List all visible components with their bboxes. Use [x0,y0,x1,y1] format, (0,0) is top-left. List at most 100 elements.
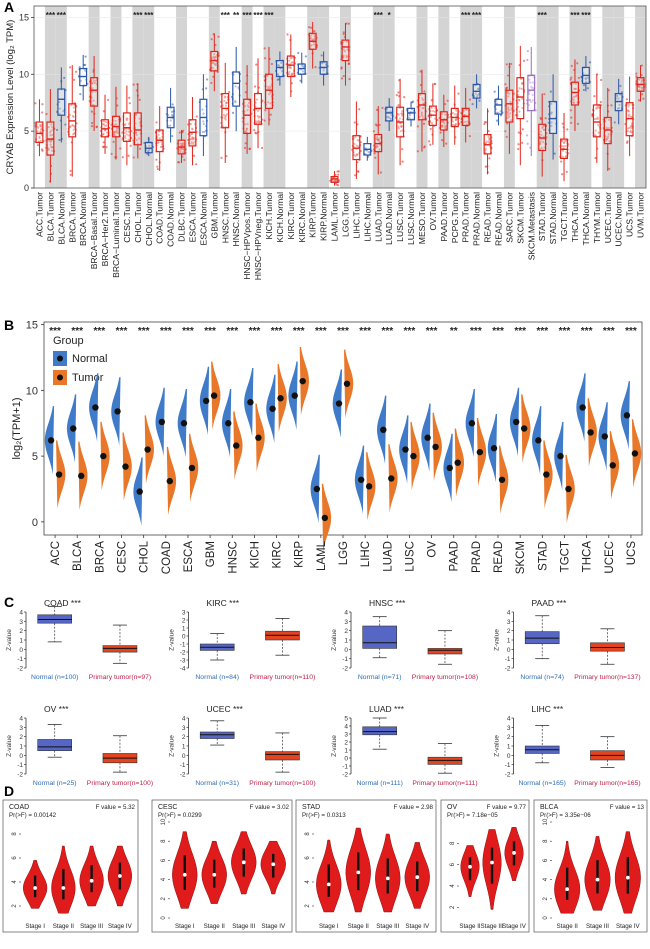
b-x-label-PAAD: PAAD [449,541,461,571]
point-BRCA.Tumor [72,115,75,119]
c-ylabel-6: Z-value [331,735,338,757]
mean-tumor-BLCA [78,472,85,480]
point-BRCA.Tumor [72,128,75,132]
point-SARC.Tumor [506,92,509,95]
point-READ.Tumor [487,135,490,139]
point-STAD.Tumor [539,130,542,133]
point-KIRC.Normal [304,55,307,58]
point-BRCA−Her2.Tumor [106,131,109,134]
point-BRCA−Basal.Tumor [95,125,98,129]
box-READ.Normal [494,98,503,115]
point-PRAD.Normal [471,102,474,106]
point-KICH.Tumor [270,62,273,66]
b-x-label-LAML: LAML [316,540,328,571]
b-significance-LGG: *** [337,326,349,337]
point-CESC.Tumor [127,122,130,125]
point-UCEC.Normal [620,91,624,94]
point-KIRC.Normal [297,51,300,55]
c-group-label-4-1: Primary tumor(n=100) [87,780,153,787]
point-CESC.Tumor [121,156,124,159]
point-HNSC.Tumor [224,104,228,107]
point-COAD.Tumor [160,140,163,143]
b-significance-ACC: *** [49,326,61,337]
point-LIHC.Tumor [353,121,356,124]
point-UCS.Tumor [625,141,629,144]
point-BRCA−Luminal.Tumor [113,124,116,127]
point-SKCM.Tumor [518,99,521,102]
panel-b-ylabel: log₂(TPM+1) [11,397,23,459]
point-KIRC.Tumor [289,57,292,60]
point-SKCM.Tumor [521,141,524,144]
point-BRCA−Luminal.Tumor [119,147,122,150]
point-BRCA−Basal.Tumor [93,81,96,84]
point-LGG.Tumor [342,48,345,51]
point-PAAD.Tumor [440,125,444,128]
point-PRAD.Normal [474,92,477,95]
box-SKCM.Tumor [516,77,525,120]
c-y-tick-label-7--1: -1 [505,762,511,769]
x-label-DLBC.Tumor: DLBC.Tumor [177,192,187,242]
x-label-UCEC.Tumor: UCEC.Tumor [603,192,613,243]
band-KICH.Normal [274,6,286,188]
point-CESC.Tumor [125,130,128,133]
point-TGCT.Tumor [563,144,567,148]
point-CESC.Tumor [123,135,127,138]
point-STAD.Tumor [543,128,546,132]
point-SARC.Tumor [506,116,509,120]
mean-tumor-UCEC [609,462,616,469]
point-PCPG.Tumor [454,118,457,122]
d-pvalue-0: Pr(>F) = 0.00142 [9,812,57,819]
point-ACC.Tumor [36,143,40,147]
point-HNSC−HPVneg.Tumor [260,146,264,150]
point-SKCM.Metastasis [526,120,529,123]
point-DLBC.Tumor [178,131,181,134]
point-BRCA−Basal.Tumor [94,90,97,93]
mean-tumor-BRCA [100,452,107,460]
c-y-tick-label-4-1: 1 [19,744,23,751]
point-HNSC−HPVpos.Tumor [247,105,250,109]
point-DLBC.Tumor [179,149,182,152]
x-label-BLCA.Normal: BLCA.Normal [56,192,66,245]
point-BRCA.Tumor [72,106,75,109]
point-KIRP.Normal [320,54,323,57]
point-THYM.Tumor [596,105,599,108]
b-significance-TGCT: *** [559,326,571,337]
point-UCEC.Normal [617,106,621,110]
b-significance-KIRP: *** [293,326,305,337]
point-MESO.Tumor [421,107,424,110]
c-group-label-4-0: Normal (n=25) [33,780,77,787]
point-READ.Normal [495,99,498,102]
point-ESCA.Tumor [195,163,198,166]
point-HNSC.Tumor [223,99,226,103]
point-UVM.Tumor [637,84,640,87]
point-THCA.Normal [588,61,592,64]
box-SKCM.Metastasis [527,74,536,112]
x-label-KIRC.Tumor: KIRC.Tumor [286,192,296,240]
point-SARC.Tumor [509,100,512,104]
point-KICH.Normal [280,61,283,64]
point-BRCA−Her2.Tumor [102,110,105,113]
c-y-tick-label-5-3: 3 [182,725,186,732]
d-title-0: COAD [9,804,29,811]
point-SARC.Tumor [505,86,509,89]
x-label-BRCA−Luminal.Tumor: BRCA−Luminal.Tumor [111,192,121,278]
point-UCS.Tumor [629,129,632,133]
point-ACC.Tumor [41,111,44,114]
point-BRCA.Tumor [69,169,72,173]
d-median-4-0 [565,887,570,892]
point-MESO.Tumor [416,125,419,128]
point-LAML.Tumor [335,183,338,186]
point-COAD.Tumor [156,165,159,168]
point-HNSC−HPVneg.Tumor [257,120,260,123]
point-THCA.Normal [582,88,585,92]
legend-label-tumor: Tumor [72,372,104,384]
d-y-tick-label-0-4: 4 [12,880,18,884]
point-BRCA−Her2.Tumor [105,124,108,127]
point-HNSC−HPVneg.Tumor [254,85,257,88]
point-MESO.Tumor [419,70,422,73]
d-median-3-1 [490,860,494,865]
point-MESO.Tumor [421,115,424,118]
point-SKCM.Tumor [517,90,520,93]
point-CHOL.Normal [148,144,151,147]
